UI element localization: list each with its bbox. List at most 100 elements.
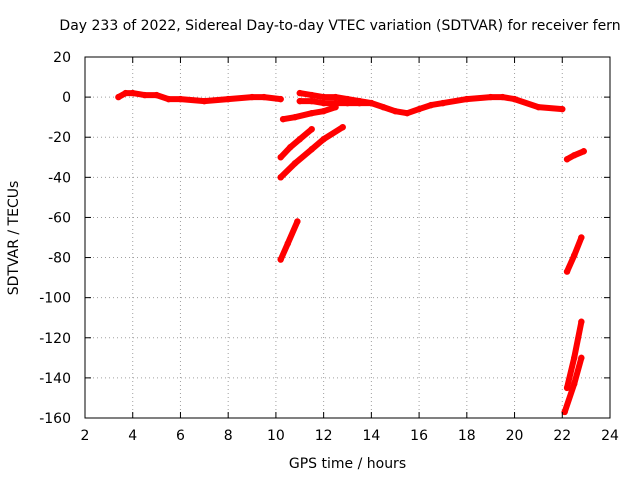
series-track-7 [277,218,301,263]
data-point [571,252,578,259]
data-point [415,105,423,113]
data-point [177,95,184,103]
data-point [463,95,471,103]
data-point [165,95,172,103]
data-point [308,91,315,99]
data-point [571,354,578,362]
data-point [291,113,299,121]
data-point [368,99,375,107]
x-tick-label: 24 [601,428,619,444]
data-point [308,126,315,133]
data-point [287,144,294,151]
y-tick-label: -160 [39,411,71,427]
data-point [578,318,585,325]
data-point [129,89,136,97]
data-point [320,136,327,143]
series-track-4 [296,97,375,107]
data-point [277,256,284,263]
x-tick-label: 20 [506,428,524,444]
x-tick-label: 12 [315,428,333,444]
data-point [427,101,435,109]
y-tick-label: 20 [53,50,71,66]
y-tick-label: -120 [39,331,71,347]
plot-frame [84,56,611,419]
x-tick-label: 10 [267,428,285,444]
data-point [141,91,148,99]
y-axis-label: SDTVAR / TECUs [6,180,22,296]
data-point [580,148,587,155]
data-point [559,105,566,113]
data-point [380,103,387,111]
data-point [201,97,208,105]
series-track-9 [563,234,585,275]
data-point [499,93,506,101]
data-point [294,218,301,225]
x-axis-label: GPS time / hours [288,456,407,472]
data-point [356,99,363,107]
data-point [578,234,585,241]
data-point [563,384,571,392]
series-track-6 [277,123,346,181]
y-tick-label: -100 [39,291,71,307]
chart-title: Day 233 of 2022, Sidereal Day-to-day VTE… [59,18,621,34]
data-point [332,99,339,107]
y-tick-label: -40 [48,170,71,186]
axis-ticks: 2 4 6 8 10 12 14 16 18 20 22 24200-20-40-60-80-100-… [39,50,619,444]
y-tick-label: -60 [48,210,71,226]
data-point [308,109,315,117]
series-line [277,126,315,161]
data-point [535,103,542,111]
data-point [296,136,303,143]
data-point [320,99,327,107]
data-point [296,97,303,105]
data-point [320,107,327,115]
x-tick-label: 2 [81,428,90,444]
data-point [403,109,411,117]
data-point [296,89,303,97]
data-point [571,380,578,388]
data-point [260,93,268,101]
data-point [277,154,284,161]
data-point [563,268,571,275]
data-point [291,160,299,167]
x-tick-label: 6 [176,428,185,444]
data-point [284,240,292,247]
y-tick-label: -140 [39,371,71,387]
data-series [115,89,587,416]
series-track-8 [563,148,587,163]
series-line [277,218,301,263]
data-point [578,354,585,362]
data-point [332,93,339,101]
series-track-10 [563,318,585,392]
data-point [571,152,578,159]
series-track-2 [279,103,339,123]
x-tick-label: 18 [458,428,476,444]
data-point [511,95,518,103]
data-point [439,99,447,107]
data-point [320,93,327,101]
data-point [153,91,160,99]
data-point [115,93,122,101]
y-tick-label: 0 [62,90,71,106]
series-track-5 [277,126,315,161]
data-point [339,123,346,131]
data-point [563,156,571,163]
data-point [308,146,315,153]
data-point [248,93,256,101]
y-tick-label: -20 [48,130,71,146]
x-tick-label: 16 [410,428,428,444]
data-point [277,174,284,181]
data-point [487,93,494,101]
data-point [122,89,129,97]
x-tick-label: 22 [553,428,571,444]
data-point [277,95,284,103]
data-point [344,99,351,107]
x-tick-label: 4 [128,428,137,444]
y-tick-label: -80 [48,251,71,267]
data-point [279,115,287,123]
data-point [392,107,399,115]
x-tick-label: 14 [362,428,380,444]
grid-lines [85,57,610,418]
series-track-11 [561,354,585,416]
